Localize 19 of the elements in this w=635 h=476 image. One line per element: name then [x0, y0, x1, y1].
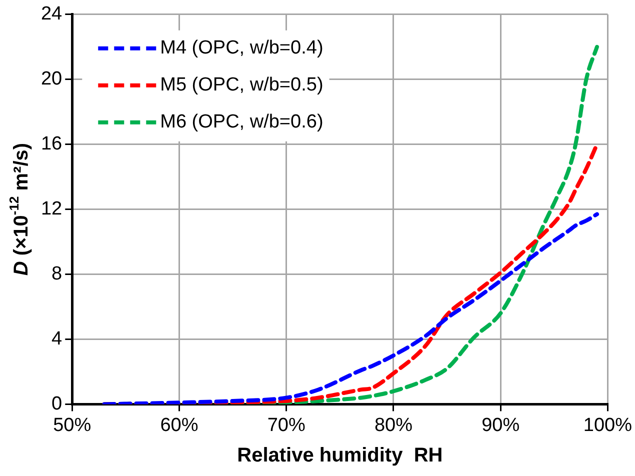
y-tick-label: 12	[40, 198, 62, 220]
x-tick-label: 90%	[482, 414, 520, 436]
y-tick-label: 0	[52, 393, 62, 414]
y-tick-label: 20	[40, 68, 62, 90]
y-tick-label: 4	[52, 328, 63, 350]
line-series	[102, 212, 599, 404]
y-tick-label: 8	[52, 264, 62, 284]
legend-label: M4 (OPC, w/b=0.4)	[160, 38, 324, 59]
x-tick-label: 80%	[374, 414, 413, 436]
x-axis-title: Relative humidity RH	[237, 444, 443, 467]
y-tick-label: 24	[40, 4, 63, 25]
x-tick-label: 100%	[583, 414, 632, 436]
x-tick-label: 70%	[267, 414, 306, 436]
legend-label: M5 (OPC, w/b=0.5)	[160, 74, 324, 96]
x-tick-label: 50%	[53, 414, 92, 436]
legend-label: M6 (OPC, w/b=0.6)	[160, 112, 324, 133]
y-tick-label: 16	[40, 134, 62, 155]
x-tick-label: 60%	[160, 414, 198, 436]
y-axis-title: D (×10-12 m²/s)	[6, 142, 33, 276]
